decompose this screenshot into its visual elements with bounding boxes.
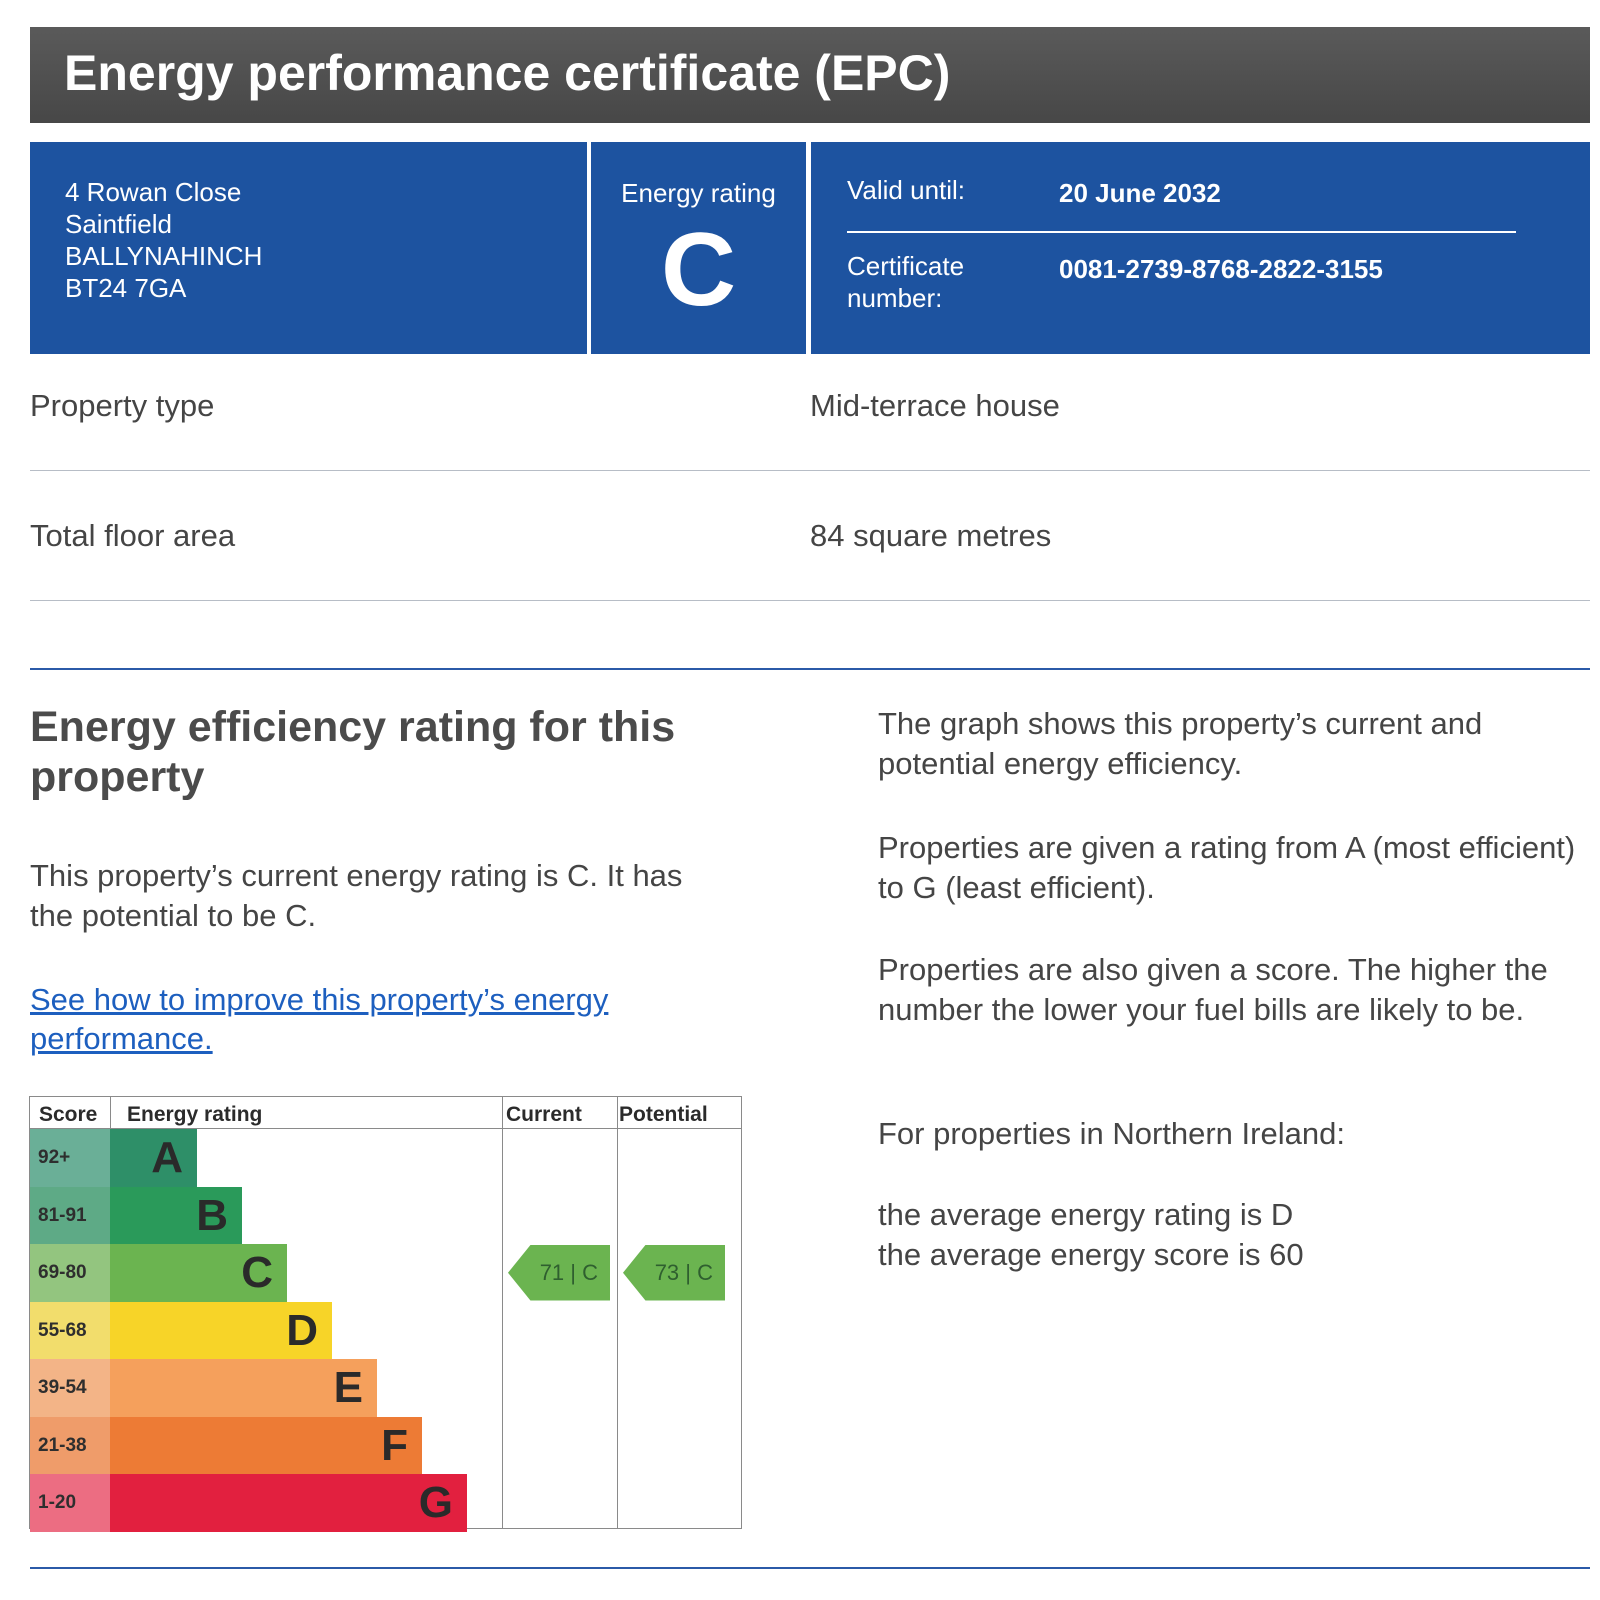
- certificate-panel: Valid until: 20 June 2032 Certificate nu…: [811, 142, 1590, 354]
- average-score: the average energy score is 60: [878, 1237, 1304, 1272]
- band-letter-g: G: [418, 1478, 453, 1527]
- energy-rating-label: Energy rating: [621, 178, 776, 208]
- band-score-f: 21-38: [30, 1416, 110, 1474]
- bottom-divider: [30, 1567, 1590, 1569]
- band-bar-e: E: [110, 1359, 377, 1417]
- band-bar-b: B: [110, 1186, 242, 1244]
- graph-description: The graph shows this property’s current …: [878, 706, 1483, 781]
- rating-range-description: Properties are given a rating from A (mo…: [878, 830, 1576, 905]
- current-rating-marker: 71 | C: [508, 1245, 610, 1301]
- current-column-header: Current: [506, 1103, 582, 1126]
- property-type-value: Mid-terrace house: [810, 388, 1060, 423]
- band-score-d: 55-68: [30, 1301, 110, 1359]
- band-letter-c: C: [241, 1248, 273, 1297]
- valid-until-value: 20 June 2032: [1059, 178, 1221, 208]
- floor-area-label: Total floor area: [30, 518, 236, 553]
- band-bar-d: D: [110, 1301, 332, 1359]
- band-letter-e: E: [333, 1363, 363, 1412]
- address-line: BT24 7GA: [65, 273, 187, 303]
- energy-rating-chart: Score Energy rating Current Potential 92…: [29, 1096, 742, 1532]
- section-divider: [30, 668, 1590, 670]
- row-divider: [30, 470, 1590, 471]
- column-divider: [617, 1097, 618, 1528]
- band-letter-a: A: [151, 1133, 183, 1182]
- energy-rating-column-header: Energy rating: [127, 1103, 263, 1126]
- section-heading: Energy efficiency rating for this proper…: [30, 703, 676, 801]
- improve-performance-link[interactable]: See how to improve this property’s energ…: [30, 982, 609, 1056]
- score-description: Properties are also given a score. The h…: [878, 952, 1548, 1027]
- address-line: Saintfield: [65, 209, 172, 239]
- property-type-label: Property type: [30, 388, 215, 423]
- column-divider: [110, 1097, 111, 1128]
- energy-rating-letter: C: [660, 212, 737, 328]
- band-score-e: 39-54: [30, 1359, 110, 1417]
- band-score-c: 69-80: [30, 1244, 110, 1302]
- average-rating: the average energy rating is D: [878, 1197, 1294, 1232]
- divider: [847, 231, 1516, 233]
- band-score-b: 81-91: [30, 1186, 110, 1244]
- band-letter-b: B: [196, 1190, 228, 1240]
- valid-until-label: Valid until:: [847, 175, 966, 205]
- address-line: BALLYNAHINCH: [65, 241, 263, 271]
- band-bar-a: A: [110, 1129, 197, 1187]
- column-divider: [502, 1097, 503, 1528]
- certificate-number-label: Certificate number:: [847, 250, 964, 314]
- potential-rating-marker: 73 | C: [623, 1245, 725, 1301]
- certificate-label-line: number:: [847, 283, 943, 313]
- northern-ireland-heading: For properties in Northern Ireland:: [878, 1116, 1345, 1151]
- band-bar-f: F: [110, 1416, 422, 1474]
- band-bar-c: C: [110, 1244, 287, 1302]
- energy-rating-panel: Energy rating C: [591, 142, 806, 354]
- title-bar: [30, 27, 1590, 123]
- potential-column-header: Potential: [619, 1103, 708, 1126]
- band-bar-g: G: [110, 1474, 467, 1532]
- certificate-number-value: 0081-2739-8768-2822-3155: [1059, 254, 1383, 284]
- rating-summary: This property’s current energy rating is…: [30, 858, 683, 933]
- page-title: Energy performance certificate (EPC): [64, 45, 951, 101]
- band-letter-d: D: [286, 1305, 318, 1355]
- row-divider: [30, 600, 1590, 601]
- band-score-g: 1-20: [30, 1474, 110, 1532]
- address-line: 4 Rowan Close: [65, 177, 242, 207]
- band-letter-f: F: [381, 1420, 408, 1470]
- address-panel: 4 Rowan Close Saintfield BALLYNAHINCH BT…: [30, 142, 587, 354]
- band-score-a: 92+: [30, 1129, 110, 1187]
- score-column-header: Score: [39, 1103, 98, 1126]
- header-divider: [30, 1128, 741, 1129]
- floor-area-value: 84 square metres: [810, 518, 1052, 553]
- certificate-label-line: Certificate: [847, 251, 965, 281]
